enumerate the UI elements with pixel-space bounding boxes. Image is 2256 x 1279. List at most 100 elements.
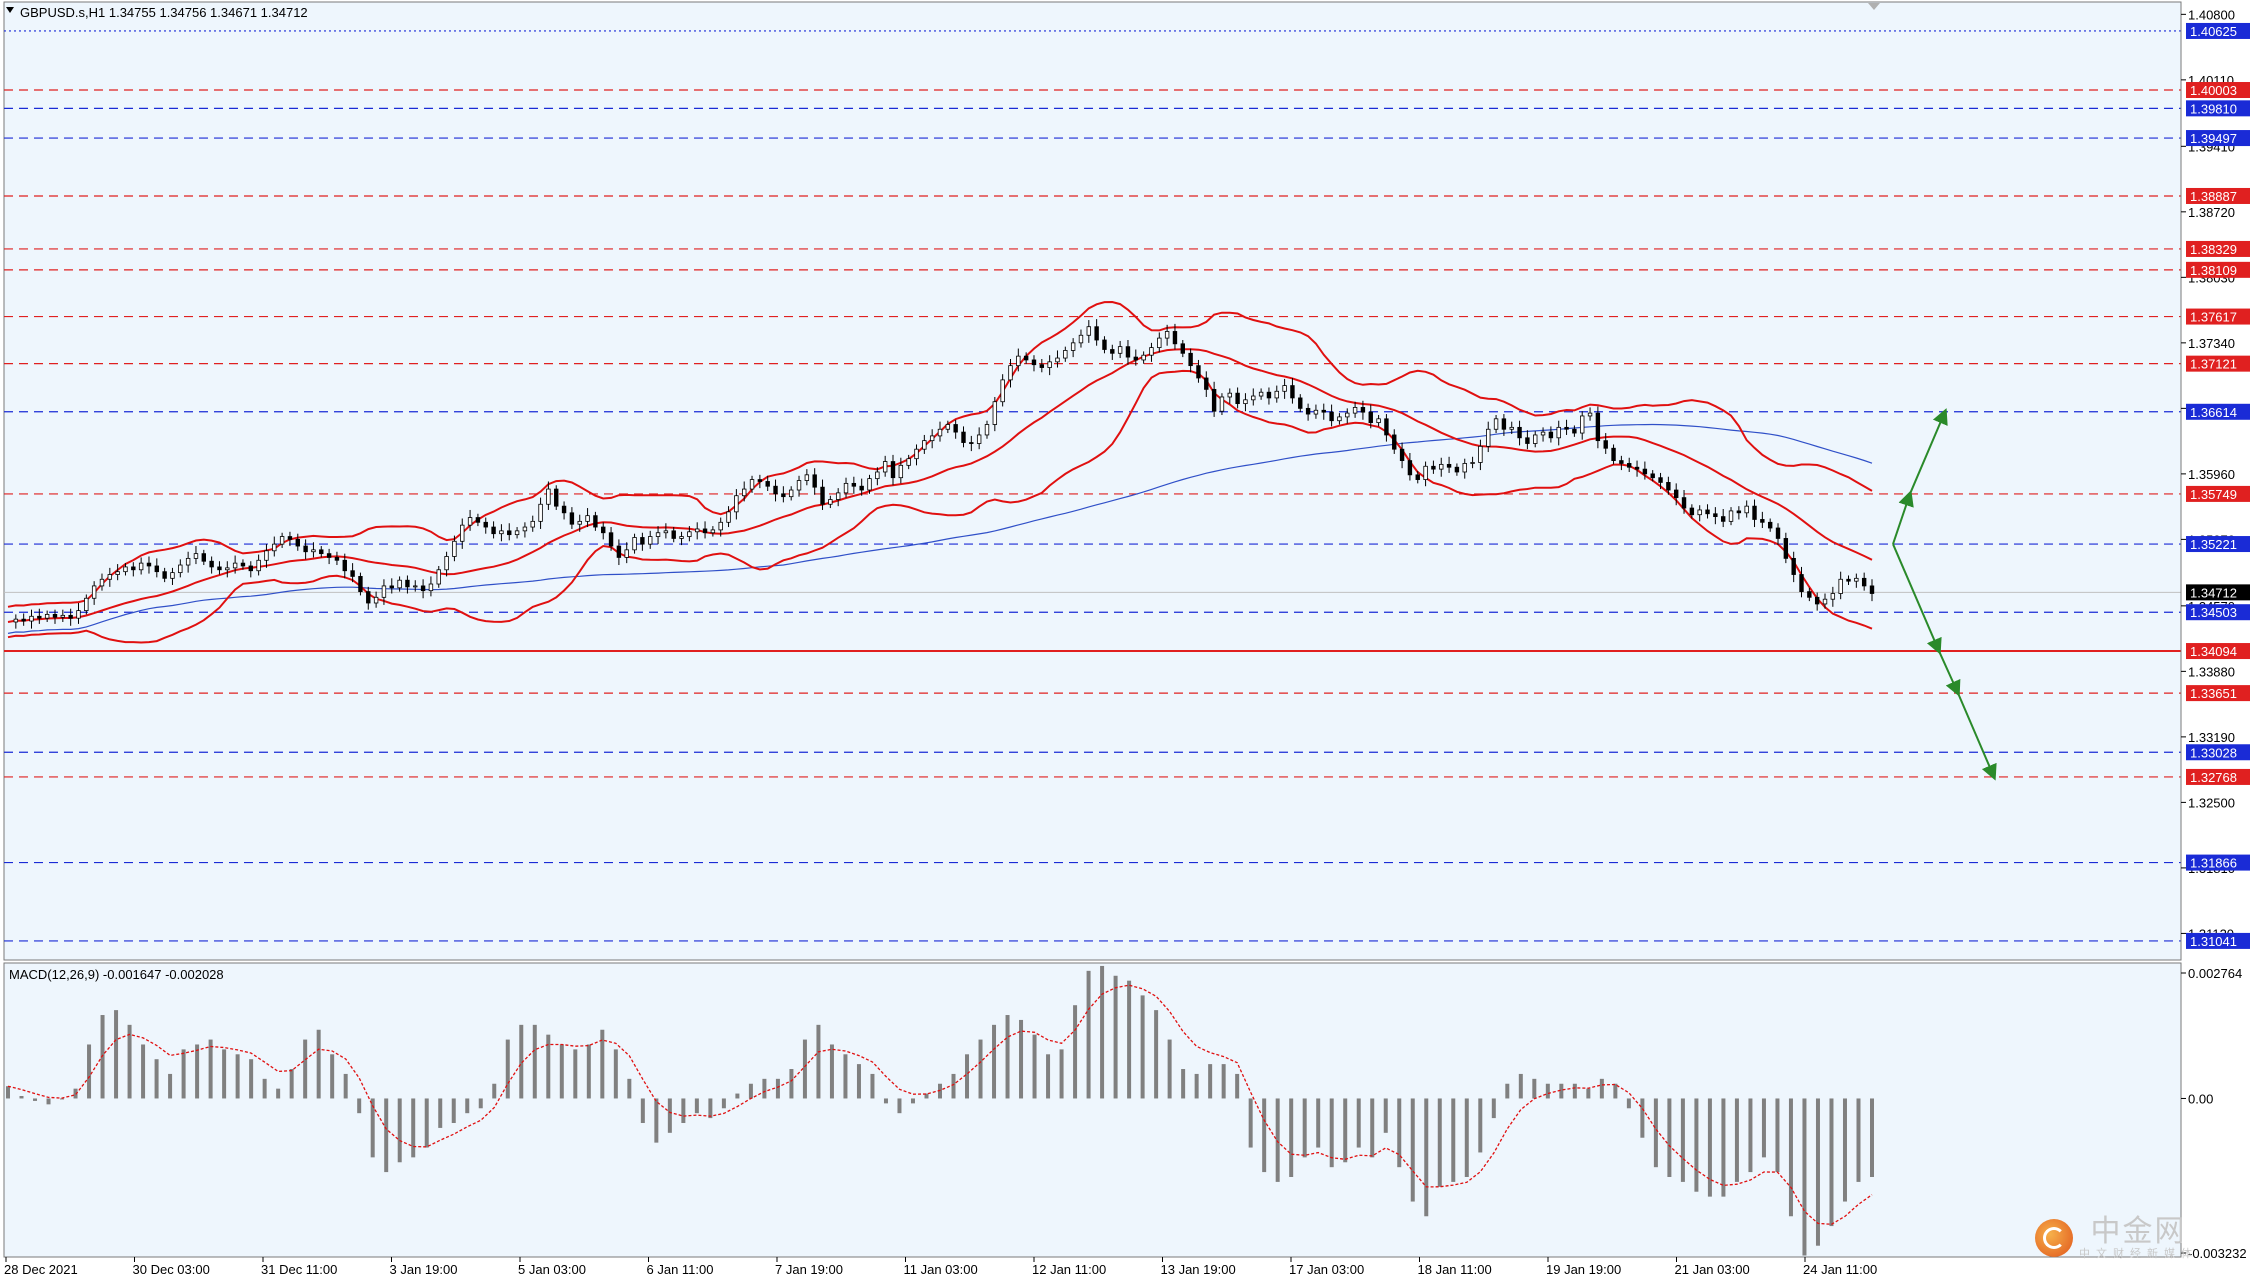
macd-bar [1302,1098,1307,1158]
candle-body [1290,385,1295,399]
candle-body [695,528,700,533]
candle-body [1117,346,1123,354]
candle-body [1595,412,1601,442]
candle-body [366,591,371,604]
chart-shift-marker-icon[interactable] [1868,3,1880,10]
macd-bar [397,1098,402,1163]
macd-bar [1208,1064,1213,1099]
macd-bar [1518,1073,1523,1099]
macd-bar [1748,1098,1753,1173]
candle-body [624,549,629,558]
price-tick-label: 1.33190 [2188,730,2235,745]
candle-body [953,424,958,433]
candle-body [185,557,191,566]
macd-bar [1356,1098,1361,1148]
candle-body [1814,596,1820,605]
symbol-dropdown-icon[interactable] [6,7,14,13]
candle-body [922,440,927,450]
macd-bar [1464,1098,1469,1177]
candle-body [1345,412,1350,418]
macd-axis: 0.002764 0.00 -0.003232 [2180,963,2247,1261]
macd-bar [1815,1098,1820,1246]
level-label-bg [2186,261,2250,278]
candle-body [679,536,684,539]
candle-body [796,480,802,491]
candle-body [452,540,457,557]
macd-bar [141,1044,146,1099]
macd-bar [748,1083,753,1099]
macd-bar [154,1059,159,1099]
candle-body [1133,356,1138,361]
macd-bar [1113,975,1118,1099]
macd-bar [1586,1088,1591,1099]
macd-bar [951,1073,956,1099]
candle-body [781,493,786,498]
candle-body [1243,399,1248,405]
candle-body [1446,463,1452,468]
candle-body [1180,343,1185,354]
candle-body [1298,397,1303,409]
candle-body [929,435,935,442]
candle-body [1125,346,1131,358]
candle-body [1023,355,1029,361]
candle-body [577,520,582,525]
macd-bar [1397,1098,1402,1168]
candle-body [1352,407,1358,414]
level-label: 1.40625 [2190,24,2237,39]
macd-bar [883,1098,888,1104]
candle-body [969,442,974,444]
level-price-labels: 1.40625 1.40003 1.39810 1.39497 1.38887 1.383… [2186,22,2250,949]
candle-body [1674,489,1679,499]
time-tick-label: 28 Dec 2021 [4,1262,78,1274]
price-tick-label: 1.37340 [2188,336,2235,351]
watermark-logo-icon [2035,1219,2073,1257]
macd-bar [19,1096,24,1099]
macd-bar [316,1029,321,1099]
candle-body [898,464,904,479]
macd-tick-label: 0.00 [2188,1091,2213,1106]
candle-body [1149,347,1154,356]
candle-body [843,482,849,494]
time-tick-label: 19 Jan 19:00 [1546,1262,1621,1274]
macd-bar [600,1029,605,1099]
candle-body [1540,431,1546,436]
price-tick-label: 1.32500 [2188,795,2235,810]
candle-body [1086,326,1092,336]
candle-body [945,424,951,430]
candle-body [640,537,645,545]
macd-bar [694,1098,699,1114]
candle-body [906,458,911,466]
candle-body [1783,538,1789,559]
macd-bar [667,1098,672,1133]
candle-body [201,553,206,562]
macd-bar [1707,1098,1712,1197]
candle-body [687,531,692,537]
candle-body [1399,448,1405,461]
candle-body [358,576,363,593]
macd-bar [1640,1098,1645,1138]
candle-body [1102,339,1107,350]
macd-bar [762,1078,767,1099]
macd-bar [978,1039,983,1099]
candle-body [1321,409,1326,413]
macd-bar [1248,1098,1253,1148]
time-tick-label: 24 Jan 11:00 [1803,1262,1877,1274]
candle-body [914,448,919,460]
candle-body [1713,513,1718,518]
candle-body [882,461,888,473]
macd-bar [1667,1098,1672,1177]
candle-body [1094,326,1099,341]
candle-body [436,569,441,585]
candle-body [1188,352,1193,367]
candle-body [444,556,449,571]
candle-body [1274,390,1279,399]
macd-bar [897,1098,902,1114]
level-label-bg [2186,100,2250,117]
macd-bar [1613,1083,1618,1099]
macd-bar [1626,1098,1631,1109]
candle-body [742,488,747,497]
candle-body [279,536,285,545]
level-label-bg [2186,403,2250,420]
candle-body [1172,331,1178,345]
level-label-bg [2186,536,2250,553]
